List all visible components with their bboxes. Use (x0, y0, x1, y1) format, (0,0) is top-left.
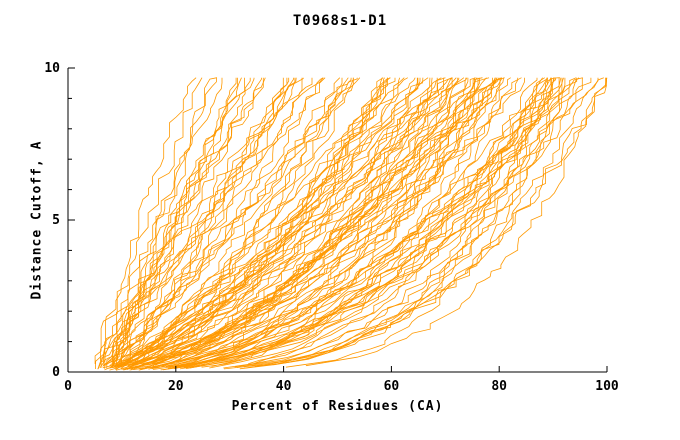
model-curve (123, 77, 490, 371)
model-curve (133, 77, 457, 370)
model-curve (285, 77, 560, 368)
model-curve (117, 77, 453, 367)
model-curve (153, 77, 583, 368)
model-curve (135, 77, 388, 366)
model-curve (134, 77, 341, 366)
model-curve (190, 77, 487, 369)
model-curve (114, 77, 297, 369)
model-curve (305, 77, 607, 367)
model-curve (104, 77, 290, 365)
model-curve (115, 77, 349, 371)
x-tick-label: 20 (168, 379, 184, 394)
model-curve (167, 77, 478, 368)
model-curve (132, 77, 469, 369)
model-curve (116, 77, 217, 365)
model-curve (175, 77, 548, 367)
model-curve (100, 77, 296, 368)
model-curve (115, 77, 384, 370)
y-tick-label: 0 (52, 365, 60, 380)
model-curve (126, 77, 444, 371)
model-curve (130, 77, 429, 366)
x-tick-label: 60 (384, 379, 400, 394)
model-curve (209, 77, 545, 369)
x-tick-label: 100 (595, 379, 619, 394)
model-curve (115, 77, 251, 370)
model-curve (104, 77, 294, 366)
model-curve (160, 77, 577, 371)
model-curve (107, 77, 416, 369)
model-curve (120, 77, 284, 368)
model-curve (102, 77, 266, 366)
model-curve (243, 77, 599, 369)
model-curve (129, 77, 497, 371)
model-curve (109, 77, 391, 371)
model-curve (104, 77, 391, 371)
y-tick-label: 10 (44, 61, 60, 76)
model-curve (239, 77, 552, 370)
x-tick-label: 40 (276, 379, 292, 394)
model-curve (201, 77, 538, 368)
model-curve (139, 77, 548, 371)
model-curve (119, 77, 421, 367)
model-curve (121, 77, 396, 366)
model-curve (254, 77, 580, 367)
model-curve (120, 77, 352, 370)
y-tick-label: 5 (52, 213, 60, 228)
model-curve (124, 77, 288, 366)
model-curve (94, 77, 203, 364)
model-curve (152, 77, 405, 368)
model-curve (273, 77, 566, 366)
model-curve (191, 77, 498, 366)
model-curve (113, 77, 242, 367)
model-curve (185, 77, 578, 369)
x-tick-label: 0 (64, 379, 72, 394)
model-curve (161, 77, 433, 367)
model-curve (127, 77, 401, 365)
model-curve (168, 77, 592, 369)
chart-title: T0968s1-D1 (292, 13, 388, 29)
model-curve (97, 77, 324, 370)
model-curve (117, 77, 324, 367)
model-curve (151, 77, 459, 370)
x-axis-label: Percent of Residues (CA) (231, 399, 444, 414)
model-curve (153, 77, 502, 369)
model-curve (173, 77, 555, 369)
model-curve (165, 77, 543, 368)
model-curve (106, 77, 238, 369)
model-curve (174, 77, 562, 368)
model-curve (152, 77, 604, 370)
model-curve (109, 77, 255, 369)
model-curve (125, 77, 453, 369)
model-curve (113, 77, 419, 368)
model-curve (104, 77, 313, 369)
model-curve (113, 77, 326, 368)
model-curve (152, 77, 442, 368)
model-curve (100, 77, 197, 364)
model-curve (223, 77, 606, 370)
model-curve (163, 77, 475, 371)
model-curve (225, 77, 511, 364)
model-curve (253, 77, 584, 364)
x-tick-label: 80 (491, 379, 507, 394)
model-curve (128, 77, 467, 367)
model-curve (139, 77, 424, 367)
model-curve (124, 77, 498, 370)
model-curve (148, 77, 503, 366)
model-curve (123, 77, 361, 367)
